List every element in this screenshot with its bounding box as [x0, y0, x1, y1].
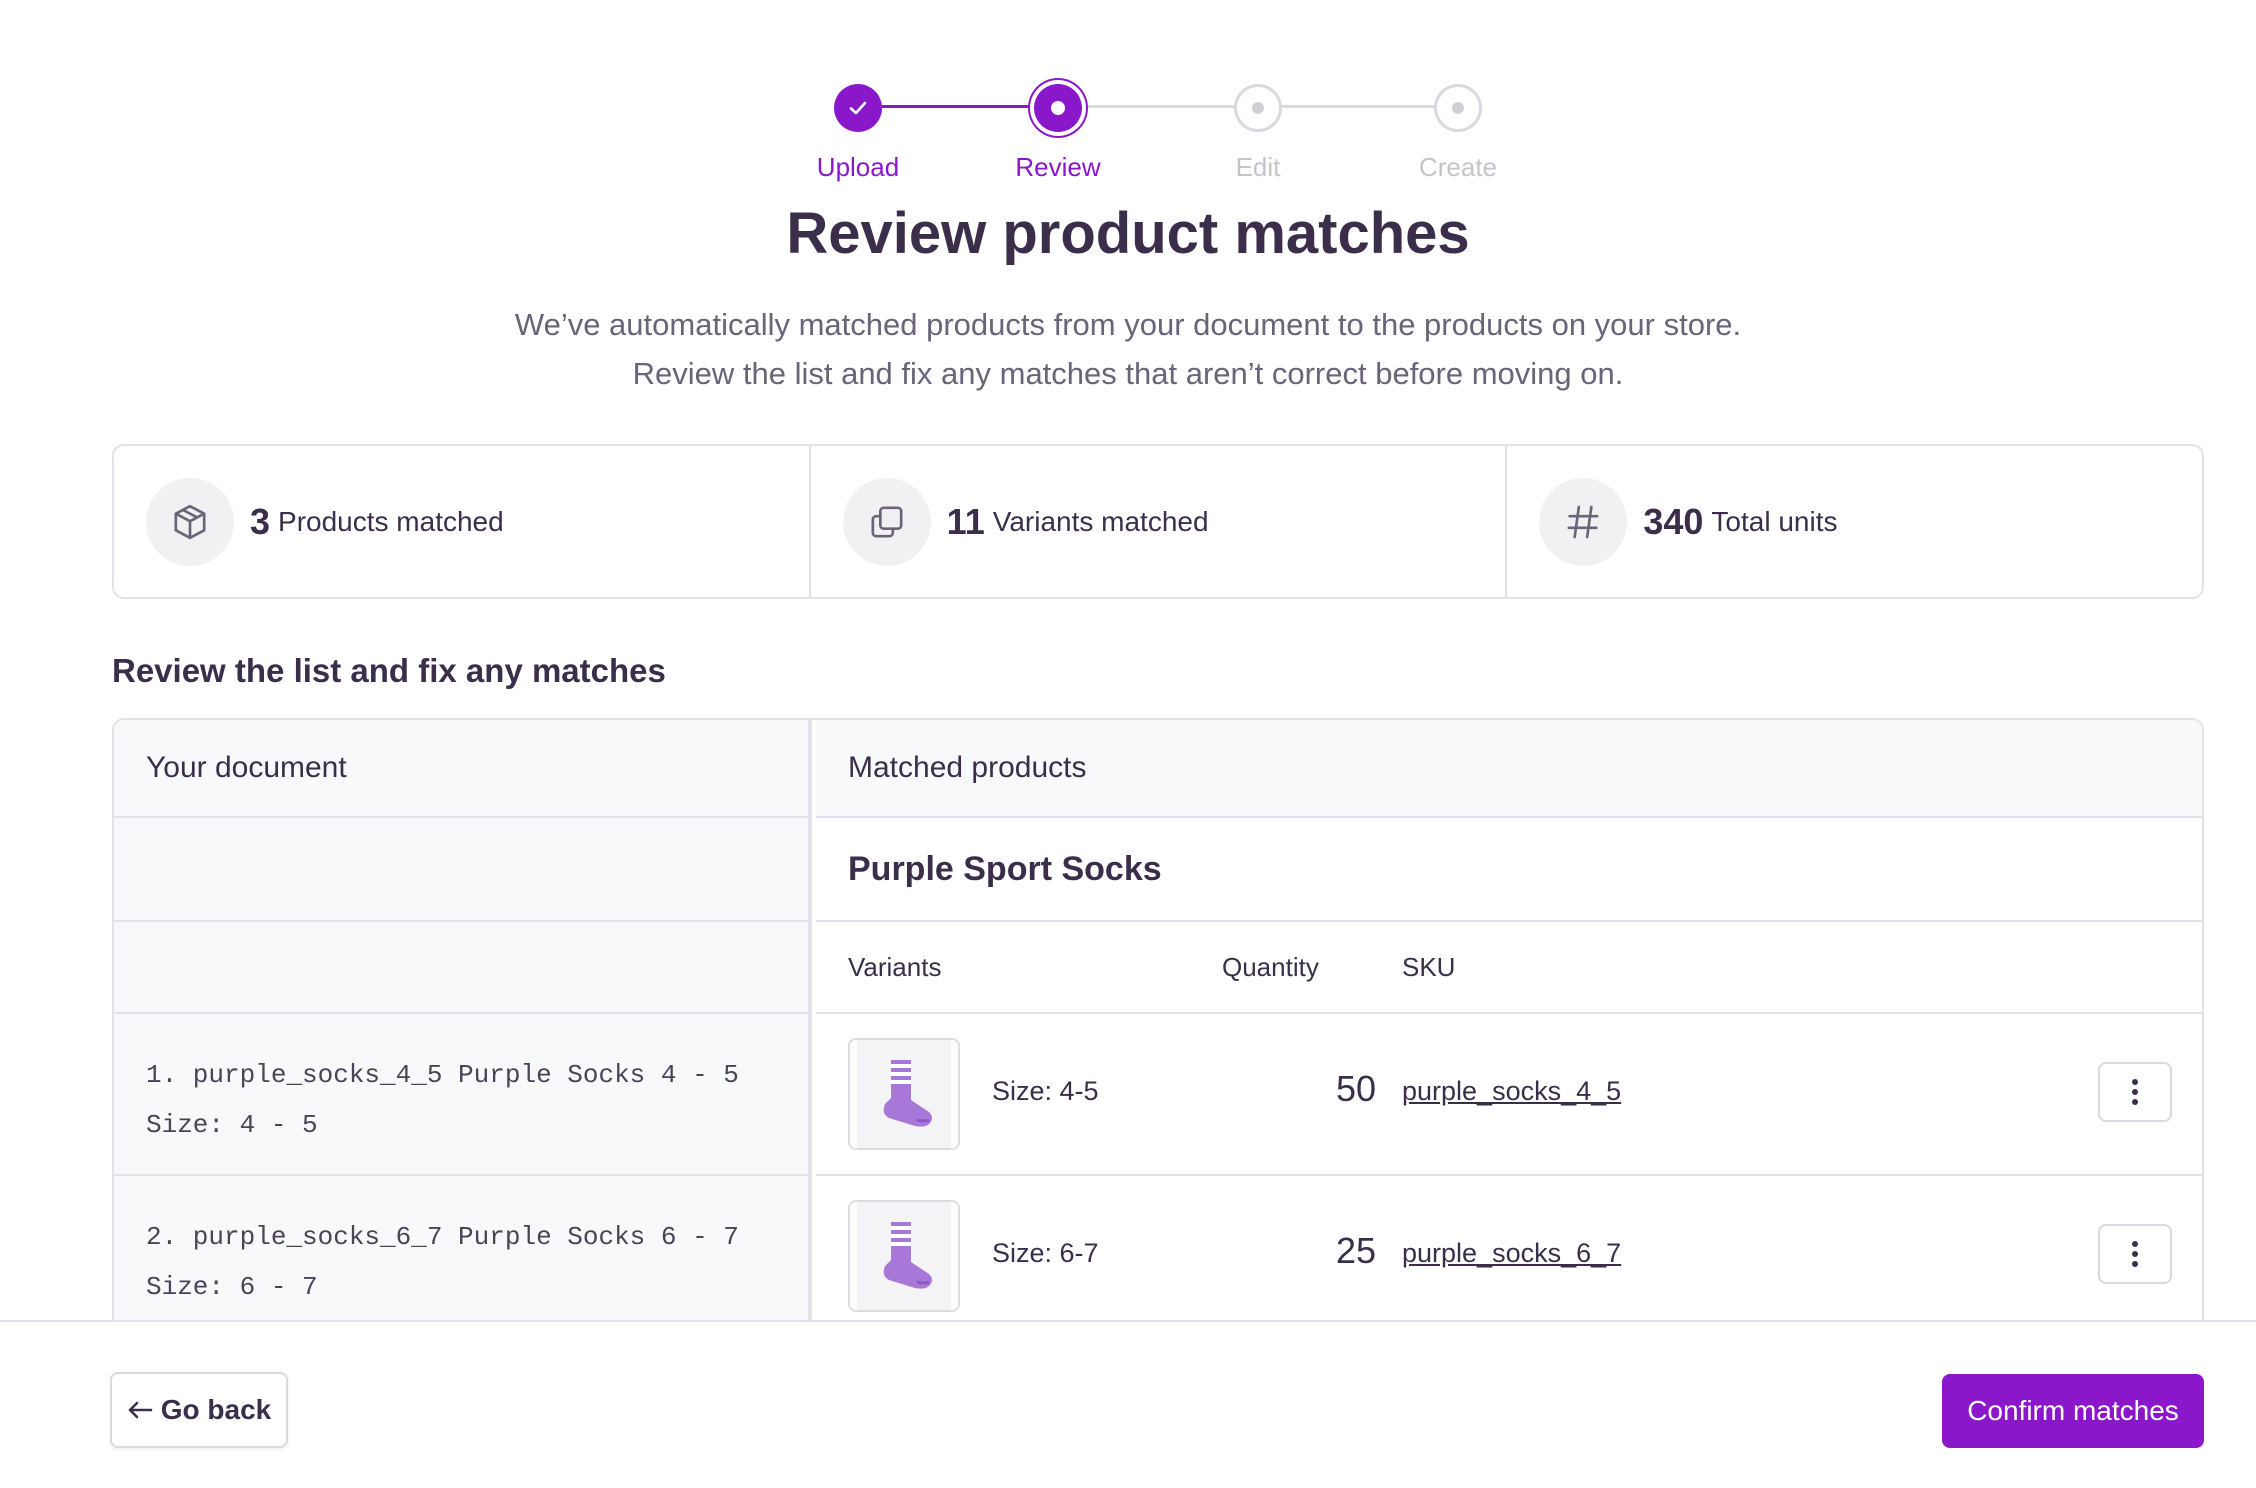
page-subtitle: We’ve automatically matched products fro… [0, 300, 2256, 398]
product-thumbnail[interactable] [848, 1200, 960, 1312]
subtitle-line-1: We’ve automatically matched products fro… [514, 307, 1742, 342]
document-row-line-1: 1. purple_socks_4_5 Purple Socks 4 - 5 [146, 1060, 739, 1090]
variant-row: Size: 6-7 25 purple_socks_6_7 [816, 1176, 2202, 1336]
document-row-text: 1. purple_socks_4_5 Purple Socks 4 - 5 Si… [146, 1050, 739, 1150]
go-back-label: Go back [160, 1394, 272, 1425]
matched-products-header: Matched products [816, 720, 2202, 818]
stat-variants-label: Variants matched [992, 505, 1209, 537]
step-create-indicator [1434, 84, 1482, 132]
column-header-variants: Variants [848, 952, 942, 982]
confirm-matches-button[interactable]: Confirm matches [1942, 1374, 2204, 1448]
sock-icon [883, 1222, 932, 1289]
column-header-sku: SKU [1402, 952, 1456, 982]
copy-icon [842, 477, 931, 566]
subtitle-line-2: Review the list and fix any matches that… [632, 356, 1624, 391]
column-header-quantity: Quantity [1222, 952, 1319, 982]
document-row: 1. purple_socks_4_5 Purple Socks 4 - 5 Si… [114, 1014, 808, 1176]
document-product-spacer [114, 818, 808, 922]
document-row: 2. purple_socks_6_7 Purple Socks 6 - 7 Si… [114, 1176, 808, 1336]
section-title: Review the list and fix any matches [112, 652, 666, 689]
confirm-matches-label: Confirm matches [1967, 1395, 2179, 1426]
matched-products-column: Matched products Purple Sport Socks Vari… [816, 720, 2202, 1336]
summary-stats-card: 3 Products matched 11 Variants matched 3… [112, 444, 2204, 599]
product-thumbnail[interactable] [848, 1038, 960, 1150]
document-subheader-spacer [114, 922, 808, 1014]
variant-sku-link[interactable]: purple_socks_4_5 [1402, 1076, 1622, 1106]
stat-units-value: 340 [1643, 500, 1704, 542]
matches-table: Your document 1. purple_socks_4_5 Purple… [112, 718, 2204, 1338]
stat-products-matched: 3 Products matched [114, 446, 811, 597]
variant-sku-link[interactable]: purple_socks_6_7 [1402, 1238, 1622, 1268]
step-connector-2 [1082, 105, 1258, 108]
progress-stepper: Upload Review Edit Create [0, 40, 2256, 182]
hash-icon [1539, 477, 1628, 566]
document-column-header: Your document [114, 720, 808, 818]
document-row-text: 2. purple_socks_6_7 Purple Socks 6 - 7 Si… [146, 1212, 739, 1312]
step-label-create: Create [1418, 152, 1498, 182]
page-title: Review product matches [786, 201, 1470, 266]
row-actions-button[interactable] [2098, 1224, 2172, 1284]
stat-variants-value: 11 [946, 500, 985, 542]
document-row-line-2: Size: 4 - 5 [146, 1110, 318, 1140]
variant-quantity: 25 [1335, 1230, 1376, 1271]
product-name: Purple Sport Socks [816, 818, 2202, 922]
sock-icon [883, 1060, 932, 1127]
step-connector-1 [882, 105, 1058, 108]
step-edit-indicator [1234, 84, 1282, 132]
variant-label: Size: 6-7 [992, 1238, 1099, 1268]
variant-quantity: 50 [1335, 1068, 1376, 1109]
stat-total-units: 340 Total units [1507, 446, 2202, 597]
stat-products-value: 3 [250, 500, 271, 542]
footer-bar: Go back Confirm matches [0, 1320, 2256, 1488]
step-connector-3 [1282, 105, 1458, 108]
step-review-indicator [1034, 84, 1082, 132]
stat-variants-matched: 11 Variants matched [811, 446, 1508, 597]
document-row-line-1: 2. purple_socks_6_7 Purple Socks 6 - 7 [146, 1222, 739, 1252]
arrow-left-icon [128, 1401, 153, 1419]
document-column: Your document 1. purple_socks_4_5 Purple… [114, 720, 812, 1336]
step-label-upload: Upload [816, 152, 900, 182]
step-upload-check-icon [834, 84, 882, 132]
stat-units-label: Total units [1711, 505, 1838, 537]
variant-row: Size: 4-5 50 purple_socks_4_5 [816, 1014, 2202, 1176]
variant-label: Size: 4-5 [992, 1076, 1099, 1106]
document-row-line-2: Size: 6 - 7 [146, 1272, 318, 1302]
go-back-button[interactable]: Go back [110, 1372, 288, 1448]
row-actions-button[interactable] [2098, 1062, 2172, 1122]
stat-products-label: Products matched [278, 505, 504, 537]
step-label-review: Review [1015, 152, 1101, 182]
more-vertical-icon [2132, 1079, 2138, 1105]
cube-icon [146, 477, 234, 566]
variants-subheader: Variants Quantity SKU [816, 922, 2202, 1014]
step-label-edit: Edit [1235, 152, 1281, 182]
more-vertical-icon [2132, 1241, 2138, 1267]
